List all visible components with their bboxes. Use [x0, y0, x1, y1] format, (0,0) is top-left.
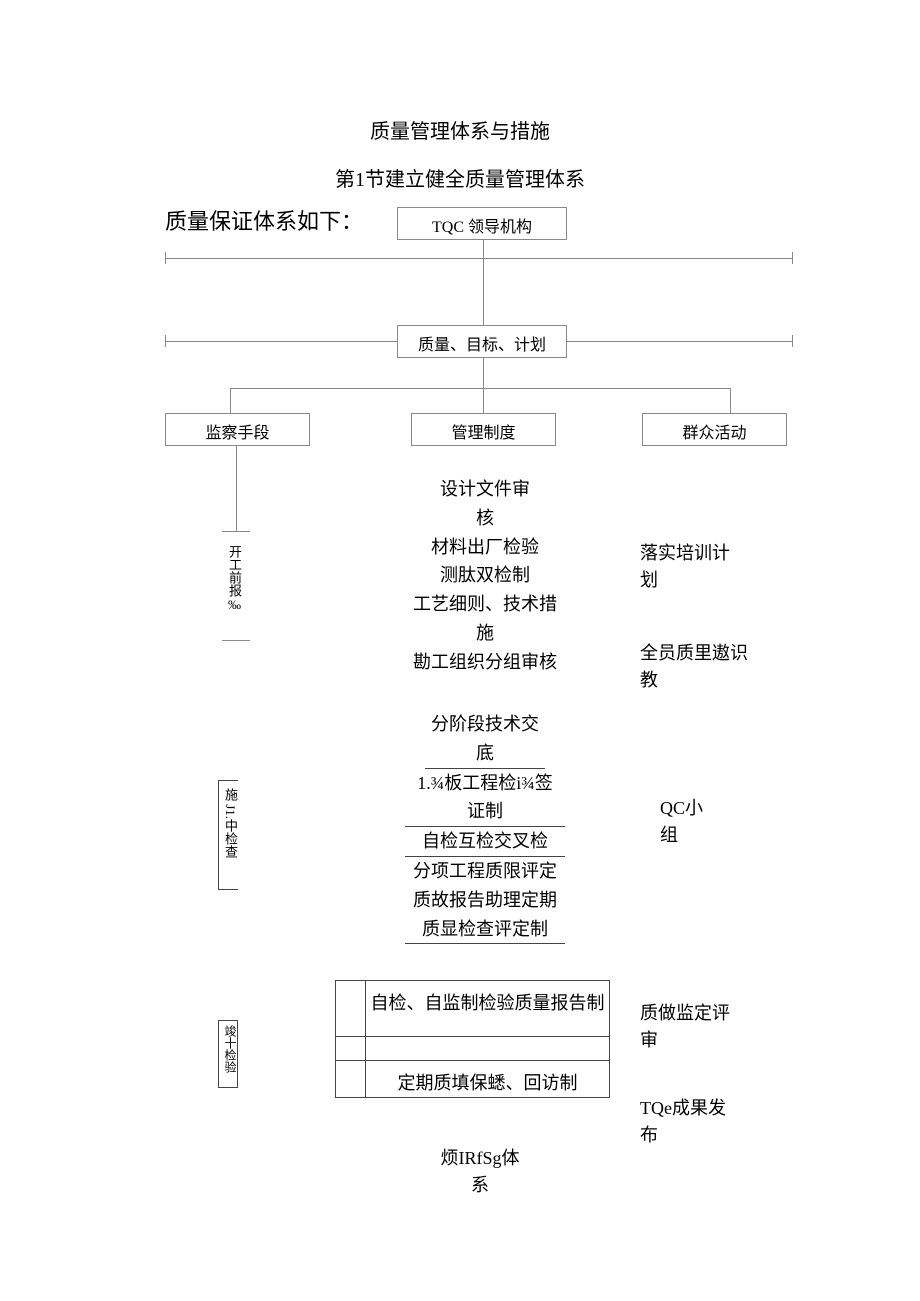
- r3a: QC小: [660, 798, 703, 818]
- mg1-l4: 测肽双检制: [385, 561, 585, 590]
- r4b: 审: [640, 1030, 658, 1050]
- node-tqc: TQC 领导机构: [397, 207, 567, 240]
- vlabel-pre: 开工前报‰: [225, 545, 244, 612]
- tcell-r1: 自检、自监制检验质量报告制: [366, 981, 609, 1036]
- mid-group1: 设计文件审 核 材料出厂检验 测肽双检制 工艺细则、技术措 施 勘工组织分组审核: [385, 475, 585, 677]
- mg2-l7: 质故报告助理定期: [385, 886, 585, 915]
- tcell-empty-1: [336, 981, 366, 1036]
- mg2-l5: 自检互检交叉检: [405, 827, 565, 857]
- subtitle-text: 质量保证体系如下：: [165, 204, 363, 236]
- right-r4: 质做监定评 审: [640, 1000, 780, 1054]
- mg2-l1: 分阶段技术交: [385, 710, 585, 739]
- mid-table: 自检、自监制检验质量报告制 定期质填保蟋、回访制: [335, 980, 610, 1098]
- bottom-l2: 系: [471, 1175, 489, 1195]
- r1b: 划: [640, 570, 658, 590]
- section-title: 第1节建立健全质量管理体系: [0, 163, 920, 192]
- mg1-l2: 核: [385, 504, 585, 533]
- mg1-l5: 工艺细则、技术措: [385, 590, 585, 619]
- mid-group2: 分阶段技术交 底 1.¾板工程检i¾签 证制 自检互检交叉检 分项工程质限评定 …: [385, 710, 585, 944]
- bottom-l1: 烦IRfSg体: [440, 1148, 519, 1168]
- bottom-text: 烦IRfSg体 系: [410, 1145, 550, 1199]
- mg1-l1: 设计文件审: [385, 475, 585, 504]
- vlabel-mid: 施 J1.中检查: [221, 788, 240, 858]
- node-goals: 质量、目标、计划: [397, 325, 567, 358]
- mg2-l6: 分项工程质限评定: [385, 857, 585, 886]
- mg2-l3: 1.¾板工程检i¾签: [385, 769, 585, 798]
- right-r3: QC小 组: [660, 795, 760, 849]
- node-activity: 群众活动: [642, 413, 787, 446]
- right-r1: 落实培训计 划: [640, 540, 780, 594]
- node-inspect: 监察手段: [165, 413, 310, 446]
- mg1-l6: 施: [385, 619, 585, 648]
- r3b: 组: [660, 825, 678, 845]
- r5a: TQe成果发: [640, 1098, 726, 1118]
- r4a: 质做监定评: [640, 1003, 730, 1023]
- tcell-r3: 定期质填保蟋、回访制: [366, 1061, 609, 1097]
- vlabel-post: 竣十检验: [222, 1025, 239, 1073]
- right-r2: 全员质里遨识 教: [640, 640, 780, 694]
- r2a: 全员质里遨识: [640, 643, 748, 663]
- r5b: 布: [640, 1125, 658, 1145]
- mg2-l2: 底: [425, 739, 545, 769]
- node-mgmt: 管理制度: [411, 413, 556, 446]
- r2b: 教: [640, 670, 658, 690]
- mg1-l3: 材料出厂检验: [385, 533, 585, 562]
- mg1-l7: 勘工组织分组审核: [385, 648, 585, 677]
- tcell-empty-2: [336, 1037, 366, 1060]
- tcell-r2: [366, 1037, 609, 1060]
- mg2-l8: 质显检查评定制: [405, 915, 565, 945]
- right-r5: TQe成果发 布: [640, 1095, 780, 1149]
- r1a: 落实培训计: [640, 543, 730, 563]
- mg2-l4: 证制: [405, 797, 565, 827]
- page-title: 质量管理体系与措施: [0, 115, 920, 144]
- tcell-empty-3: [336, 1061, 366, 1097]
